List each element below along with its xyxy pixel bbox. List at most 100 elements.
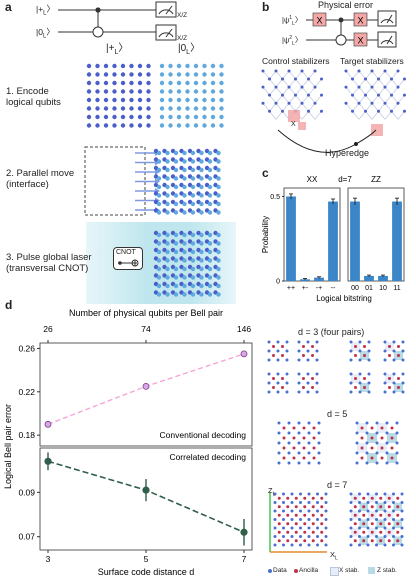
- stab-edge: [288, 86, 296, 96]
- atom-dot: [120, 80, 126, 86]
- data-qubit: [375, 526, 378, 530]
- y-axis-label: Probability: [261, 216, 270, 253]
- legend-ancilla-dot: [294, 569, 298, 573]
- data-qubit: [306, 358, 310, 362]
- ancilla-qubit: [320, 539, 324, 543]
- atom-dot: [199, 184, 204, 190]
- stab-node: [377, 77, 380, 81]
- ancilla-qubit: [320, 505, 324, 509]
- data-qubit: [324, 535, 328, 538]
- chart-title-d: d=7: [338, 175, 352, 184]
- atom-dot: [199, 292, 204, 297]
- svg-text:X: X: [357, 16, 363, 26]
- panel-b-label: b: [262, 0, 270, 14]
- zl-axis-label: ZL: [268, 486, 276, 498]
- data-qubit: [282, 535, 285, 538]
- data-qubit: [299, 535, 302, 538]
- atom-dot: [210, 97, 216, 103]
- ancilla-qubit: [388, 377, 391, 380]
- panel-c-label: c: [262, 166, 269, 180]
- stab-edge: [288, 70, 296, 80]
- data-qubit: [395, 461, 399, 465]
- ancilla-qubit: [360, 456, 364, 460]
- ancilla-qubit: [353, 530, 357, 534]
- stab-node: [344, 85, 348, 89]
- data-qubit: [392, 526, 395, 530]
- ancilla-qubit: [303, 539, 307, 543]
- atom-dot: [199, 193, 204, 198]
- ket-plus-row: |+L〉: [36, 4, 56, 17]
- top-tick-label: 26: [43, 324, 53, 334]
- x-tick-label: 10: [379, 285, 387, 292]
- stab-edge: [358, 86, 366, 96]
- atom-dot: [199, 266, 204, 272]
- xl-axis-label: XL: [330, 550, 338, 562]
- atom-dot: [193, 72, 199, 77]
- atom-dot: [156, 210, 162, 215]
- y-tick-label: 0.07: [18, 532, 35, 542]
- atom-dot: [202, 80, 207, 86]
- atom-dot: [176, 72, 182, 77]
- atom-dot: [199, 241, 204, 246]
- atom-dot: [216, 266, 221, 272]
- ancilla-qubit: [390, 446, 394, 450]
- ancilla-qubit: [370, 446, 374, 450]
- legend-zstab-swatch: [368, 567, 375, 574]
- stab-edge: [384, 86, 392, 96]
- atom-dot: [216, 150, 221, 156]
- data-qubit: [367, 349, 371, 353]
- bar: [328, 201, 338, 281]
- ancilla-qubit: [311, 522, 315, 526]
- atom-dot: [185, 97, 190, 103]
- conventional-point: [44, 420, 52, 428]
- atom-dot: [207, 241, 213, 246]
- data-qubit: [324, 518, 328, 521]
- stab-edge: [384, 102, 392, 112]
- atom-dot: [103, 89, 109, 94]
- stab-edge: [308, 102, 316, 112]
- ancilla-qubit: [272, 386, 275, 389]
- ancilla-qubit: [353, 505, 357, 509]
- meas-label-2: X/Z: [177, 35, 188, 42]
- atom-dot: [173, 232, 179, 238]
- ancilla-qubit: [396, 530, 400, 534]
- top-tick-label: 146: [237, 324, 251, 334]
- circuit-b: X X X: [306, 10, 397, 48]
- ancilla-qubit: [370, 530, 374, 534]
- ancilla-qubit: [302, 436, 306, 440]
- data-qubit: [349, 390, 353, 394]
- ancilla-qubit: [311, 386, 314, 389]
- x-tick-label: 01: [365, 285, 373, 292]
- data-qubit: [400, 509, 404, 513]
- data-qubit: [358, 372, 362, 376]
- atom-dot: [146, 80, 151, 86]
- data-qubit: [267, 381, 271, 385]
- stab-node: [396, 69, 400, 73]
- qubit-grid-plus: [86, 63, 151, 128]
- stab-node: [320, 93, 323, 97]
- atom-dot: [210, 114, 216, 120]
- data-qubit: [349, 509, 353, 513]
- atom-dot: [207, 232, 213, 238]
- data-qubit: [401, 349, 405, 353]
- top-axis-label: Number of physical qubits per Bell pair: [69, 308, 223, 318]
- data-qubit: [273, 543, 277, 547]
- data-qubit: [324, 526, 328, 530]
- upper-frame: [39, 342, 253, 447]
- physical-error-label: Physical error: [318, 0, 374, 10]
- atom-dot: [165, 275, 170, 280]
- data-qubit: [307, 492, 311, 496]
- ancilla-qubit: [387, 530, 391, 534]
- ancilla-qubit: [281, 377, 284, 380]
- atom-dot: [165, 241, 170, 246]
- data-qubit: [383, 381, 387, 385]
- ancilla-qubit: [362, 539, 366, 543]
- data-qubit: [366, 501, 370, 504]
- stab-edge: [397, 78, 405, 88]
- data-qubit: [287, 441, 291, 445]
- stab-edge: [275, 111, 283, 120]
- ancilla-qubit: [387, 496, 391, 500]
- data-qubit: [349, 543, 353, 547]
- ancilla-qubit: [282, 436, 286, 440]
- stab-node: [351, 109, 354, 113]
